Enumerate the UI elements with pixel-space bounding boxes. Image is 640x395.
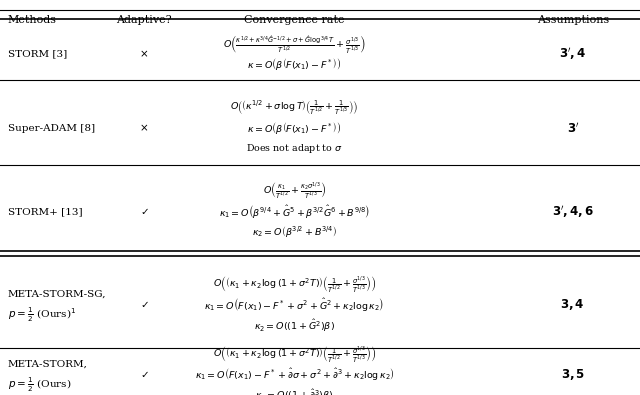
Text: $\kappa_1 = O\left(F(x_1)-F^*+\hat{\partial}\sigma+\sigma^2+\hat{\partial}^3+\ka: $\kappa_1 = O\left(F(x_1)-F^*+\hat{\part… xyxy=(195,367,394,382)
Text: Adaptive?: Adaptive? xyxy=(116,15,172,25)
Text: META-STORM-SG,: META-STORM-SG, xyxy=(8,290,106,299)
Text: $O\left(\frac{\kappa^{1/2}+\kappa^{3/4}\hat{G}^{-1/2}+\sigma+\hat{G}\log^{3/4}T}: $O\left(\frac{\kappa^{1/2}+\kappa^{3/4}\… xyxy=(223,33,365,55)
Text: $\kappa_1 = O\left(\beta^{9/4}+\hat{G}^5+\beta^{3/2}\hat{G}^6+B^{9/8}\right)$: $\kappa_1 = O\left(\beta^{9/4}+\hat{G}^5… xyxy=(219,203,370,220)
Text: $\mathbf{3', 4}$: $\mathbf{3', 4}$ xyxy=(559,46,586,62)
Text: $\mathbf{3'}$: $\mathbf{3'}$ xyxy=(566,121,579,135)
Text: $\kappa_1 = O\left(F(x_1)-F^*+\sigma^2+\hat{G}^2+\kappa_2\log\kappa_2\right)$: $\kappa_1 = O\left(F(x_1)-F^*+\sigma^2+\… xyxy=(204,296,385,314)
Text: $\checkmark$: $\checkmark$ xyxy=(140,207,148,216)
Text: $\kappa_2 = O\left(\beta^{3/2}+B^{3/4}\right)$: $\kappa_2 = O\left(\beta^{3/2}+B^{3/4}\r… xyxy=(252,224,337,239)
Text: Convergence rate: Convergence rate xyxy=(244,15,345,25)
Text: Super-ADAM [8]: Super-ADAM [8] xyxy=(8,124,95,133)
Text: STORM [3]: STORM [3] xyxy=(8,50,67,58)
Text: META-STORM,: META-STORM, xyxy=(8,360,88,369)
Text: $\mathbf{3, 4}$: $\mathbf{3, 4}$ xyxy=(561,297,585,312)
Text: Does not adapt to $\sigma$: Does not adapt to $\sigma$ xyxy=(246,143,343,155)
Text: $\checkmark$: $\checkmark$ xyxy=(140,301,148,309)
Text: $\times$: $\times$ xyxy=(140,123,148,134)
Text: $\mathbf{3, 5}$: $\mathbf{3, 5}$ xyxy=(561,367,585,382)
Text: $O\left(\frac{\kappa_1}{T^{1/2}}+\frac{\kappa_2\sigma^{1/3}}{T^{1/3}}\right)$: $O\left(\frac{\kappa_1}{T^{1/2}}+\frac{\… xyxy=(262,181,326,201)
Text: $p=\frac{1}{2}$ (Ours): $p=\frac{1}{2}$ (Ours) xyxy=(8,376,71,394)
Text: Assumptions: Assumptions xyxy=(537,15,609,25)
Text: $p=\frac{1}{2}$ (Ours)$^1$: $p=\frac{1}{2}$ (Ours)$^1$ xyxy=(8,306,76,324)
Text: $O\left(\left(\kappa_1+\kappa_2\log\left(1+\sigma^2 T\right)\right)\left(\frac{1: $O\left(\left(\kappa_1+\kappa_2\log\left… xyxy=(212,344,376,364)
Text: $O\left(\left(\kappa_1+\kappa_2\log\left(1+\sigma^2 T\right)\right)\left(\frac{1: $O\left(\left(\kappa_1+\kappa_2\log\left… xyxy=(212,275,376,294)
Text: $\times$: $\times$ xyxy=(140,49,148,59)
Text: $\mathbf{3', 4, 6}$: $\mathbf{3', 4, 6}$ xyxy=(552,203,594,220)
Text: $\checkmark$: $\checkmark$ xyxy=(140,370,148,379)
Text: $\kappa = O\left(\beta\left(F(x_1)-F^*\right)\right)$: $\kappa = O\left(\beta\left(F(x_1)-F^*\r… xyxy=(247,56,342,72)
Text: $\kappa_2 = O((1+\hat{\partial}^3)\beta)$: $\kappa_2 = O((1+\hat{\partial}^3)\beta)… xyxy=(255,387,333,395)
Text: $\kappa = O\left(\beta\left(F(x_1)-F^*\right)\right)$: $\kappa = O\left(\beta\left(F(x_1)-F^*\r… xyxy=(247,120,342,136)
Text: $O\left(\left(\kappa^{1/2}+\sigma\log T\right)\left(\frac{1}{T^{1/2}}+\frac{1}{T: $O\left(\left(\kappa^{1/2}+\sigma\log T\… xyxy=(230,99,358,117)
Text: $\kappa_2 = O((1+\hat{G}^2)\beta)$: $\kappa_2 = O((1+\hat{G}^2)\beta)$ xyxy=(254,317,335,334)
Text: Methods: Methods xyxy=(8,15,57,25)
Text: STORM+ [13]: STORM+ [13] xyxy=(8,207,83,216)
